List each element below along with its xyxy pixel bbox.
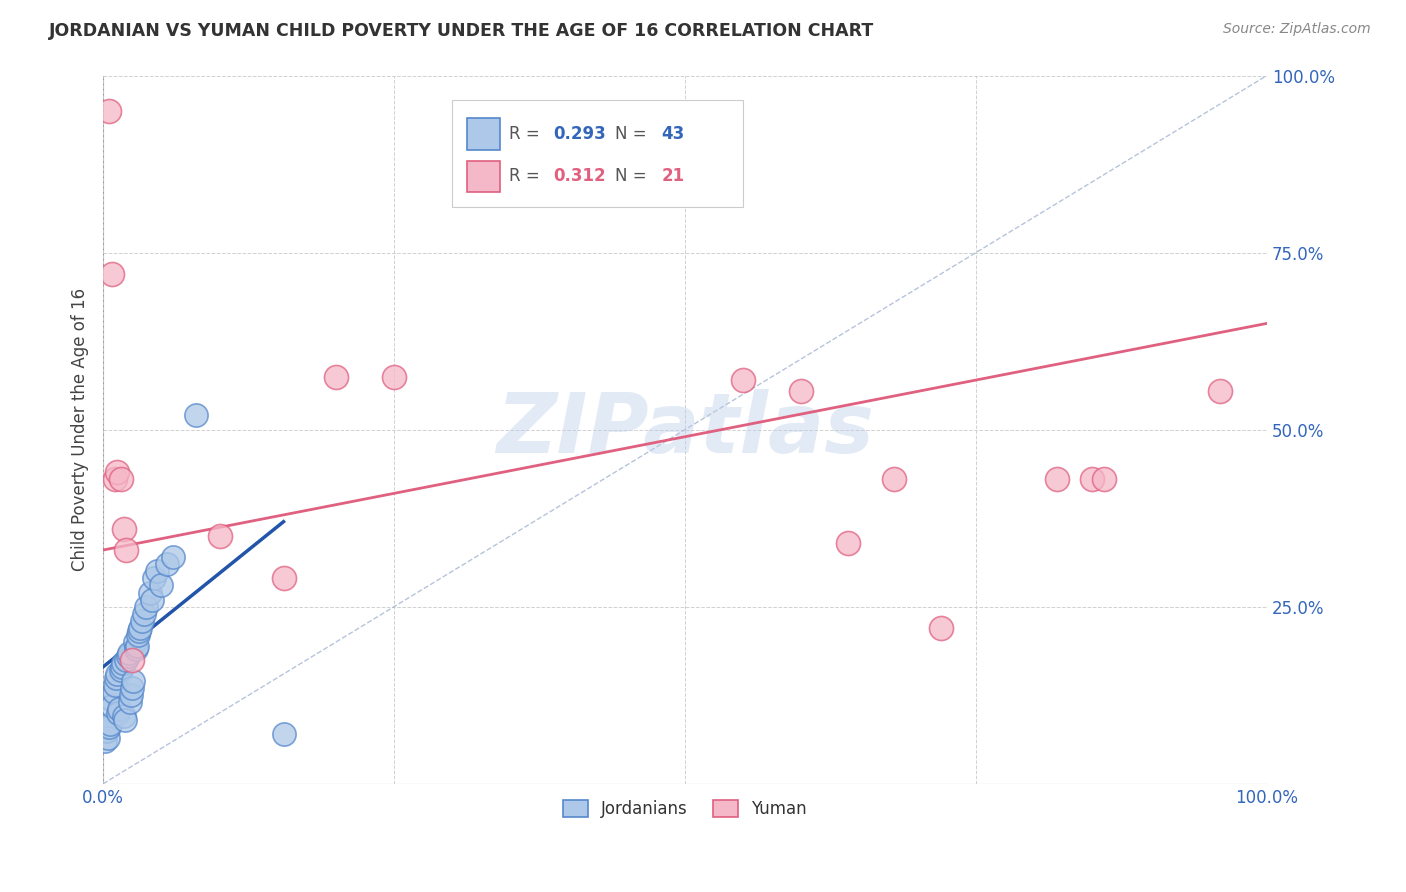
Point: [110, 664, 132, 678]
FancyBboxPatch shape: [453, 100, 744, 207]
Point: [122, 674, 145, 689]
Point: [101, 267, 124, 281]
Point: [208, 529, 231, 543]
Point: [105, 465, 128, 479]
Point: [97, 720, 120, 734]
Bar: [467, 161, 501, 193]
Point: [97, 103, 120, 118]
Point: [138, 585, 160, 599]
Point: [156, 557, 179, 571]
Point: [1209, 384, 1232, 398]
Point: [124, 635, 146, 649]
Point: [790, 384, 813, 398]
Point: [273, 727, 295, 741]
Point: [325, 369, 347, 384]
Point: [141, 592, 163, 607]
Point: [112, 709, 135, 723]
Text: 21: 21: [662, 167, 685, 185]
Point: [127, 628, 149, 642]
Point: [118, 646, 141, 660]
Point: [883, 472, 905, 486]
Point: [125, 639, 148, 653]
Point: [132, 607, 155, 621]
Text: JORDANIAN VS YUMAN CHILD POVERTY UNDER THE AGE OF 16 CORRELATION CHART: JORDANIAN VS YUMAN CHILD POVERTY UNDER T…: [49, 22, 875, 40]
Point: [128, 624, 150, 639]
Point: [115, 653, 138, 667]
Point: [111, 660, 134, 674]
Point: [104, 671, 127, 685]
Point: [104, 472, 127, 486]
Point: [1046, 472, 1069, 486]
Text: ZIPatlas: ZIPatlas: [496, 389, 875, 470]
Point: [105, 667, 128, 681]
Bar: [467, 118, 501, 150]
Text: R =: R =: [509, 167, 546, 185]
Point: [150, 578, 173, 592]
Point: [94, 734, 117, 748]
Point: [120, 688, 142, 702]
Y-axis label: Child Poverty Under the Age of 16: Child Poverty Under the Age of 16: [72, 288, 89, 571]
Point: [125, 642, 148, 657]
Point: [101, 698, 124, 713]
Text: N =: N =: [616, 167, 652, 185]
Point: [837, 536, 859, 550]
Point: [733, 373, 755, 387]
Point: [129, 621, 152, 635]
Point: [114, 713, 136, 727]
Point: [110, 472, 132, 486]
Point: [929, 621, 952, 635]
Point: [1092, 472, 1115, 486]
Point: [104, 677, 127, 691]
Point: [115, 543, 138, 558]
Text: Source: ZipAtlas.com: Source: ZipAtlas.com: [1223, 22, 1371, 37]
Point: [382, 369, 405, 384]
Text: 0.312: 0.312: [554, 167, 606, 185]
Point: [273, 571, 295, 585]
Point: [121, 681, 143, 695]
Text: 43: 43: [662, 125, 685, 143]
Point: [1081, 472, 1104, 486]
Point: [96, 723, 118, 738]
Text: 0.293: 0.293: [554, 125, 606, 143]
Point: [117, 649, 139, 664]
Point: [121, 653, 143, 667]
Point: [103, 684, 125, 698]
Point: [97, 731, 120, 745]
Text: R =: R =: [509, 125, 546, 143]
Point: [118, 695, 141, 709]
Legend: Jordanians, Yuman: Jordanians, Yuman: [557, 794, 814, 825]
Point: [162, 550, 184, 565]
Point: [131, 614, 153, 628]
Point: [143, 571, 166, 585]
Point: [145, 564, 167, 578]
Point: [135, 599, 157, 614]
Point: [186, 409, 208, 423]
Point: [112, 522, 135, 536]
Point: [100, 691, 122, 706]
Point: [108, 702, 131, 716]
Point: [107, 706, 129, 720]
Text: N =: N =: [616, 125, 652, 143]
Point: [98, 716, 121, 731]
Point: [111, 657, 134, 671]
